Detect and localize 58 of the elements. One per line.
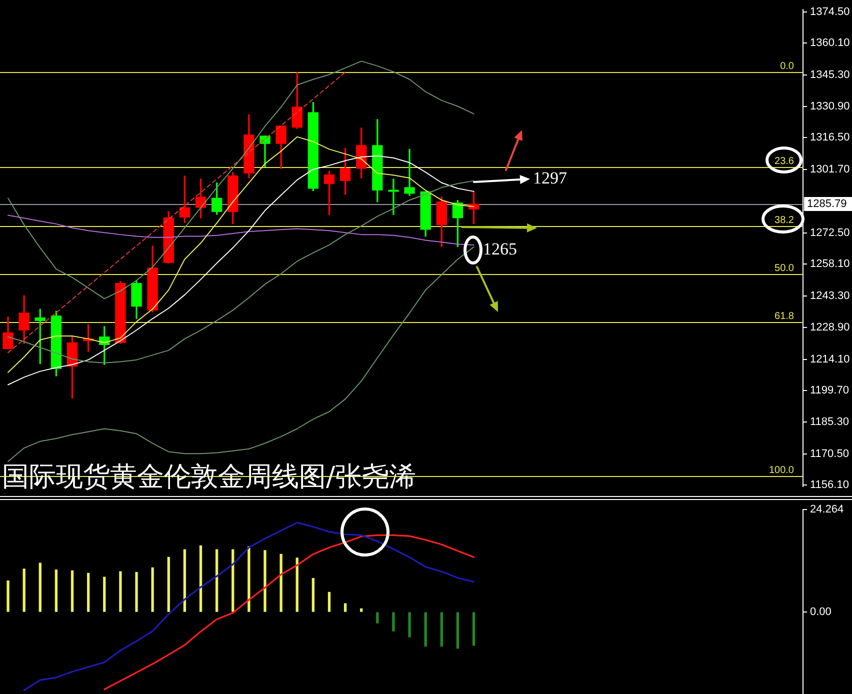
candlestick — [404, 148, 415, 196]
bar — [54, 570, 58, 612]
bar — [232, 549, 234, 612]
bar — [424, 612, 427, 647]
bar — [215, 549, 218, 612]
bar — [264, 550, 266, 612]
annotation: 1297 — [533, 168, 568, 188]
bar — [328, 592, 331, 612]
y-tick-label: 1199.70 — [810, 384, 849, 397]
y-tick-label: 1185.30 — [810, 416, 849, 428]
ref-line-label: 100.0 — [768, 464, 794, 476]
ref-line-label: 23.6 — [774, 156, 794, 167]
bar — [70, 570, 74, 612]
y-tick-label: 1345.30 — [810, 69, 850, 82]
y-tick-label: 1214.10 — [810, 353, 850, 366]
y-tick-label: 0.00 — [810, 606, 832, 618]
bar — [408, 612, 411, 638]
ref-line-label: 0.0 — [780, 60, 794, 72]
bar — [87, 572, 90, 612]
bar — [280, 554, 282, 612]
y-tick-label: 1360.10 — [810, 37, 850, 50]
y-tick-label: 1243.30 — [810, 290, 850, 302]
y-tick-label: 1156.10 — [810, 479, 849, 492]
y-tick-label: 1374.50 — [810, 6, 850, 18]
bar — [392, 612, 395, 632]
y-tick-label: 24.264 — [810, 504, 844, 516]
bar — [183, 549, 186, 612]
y-tick-label: 1170.50 — [810, 448, 849, 460]
bar — [296, 558, 298, 612]
bar — [103, 576, 106, 612]
y-tick-label: 1258.10 — [810, 258, 850, 270]
y-tick-label: 1272.50 — [810, 226, 850, 239]
bar — [472, 612, 476, 646]
bar — [199, 545, 202, 612]
ref-line-label: 1285.79 — [807, 198, 847, 210]
bar — [6, 580, 10, 612]
bar — [151, 567, 154, 612]
y-tick-label: 1228.90 — [810, 321, 850, 334]
bar — [376, 612, 379, 624]
candlestick — [388, 178, 399, 215]
bar — [456, 612, 460, 649]
ref-line-label: 50.0 — [774, 262, 794, 274]
bar — [248, 546, 250, 612]
bar — [119, 571, 122, 612]
ref-line-label: 61.8 — [774, 310, 794, 322]
bar — [38, 562, 42, 612]
bar — [360, 608, 363, 612]
bar — [312, 578, 314, 612]
y-tick-label: 1316.50 — [810, 132, 850, 144]
ref-line-label: 38.2 — [774, 214, 794, 226]
annotation: 1265 — [483, 239, 517, 258]
bar — [135, 572, 138, 612]
bar — [440, 612, 443, 647]
bar — [344, 603, 347, 612]
y-tick-label: 1330.90 — [810, 100, 850, 112]
bar — [167, 556, 170, 612]
bar — [22, 568, 26, 612]
y-tick-label: 1301.70 — [810, 164, 850, 176]
